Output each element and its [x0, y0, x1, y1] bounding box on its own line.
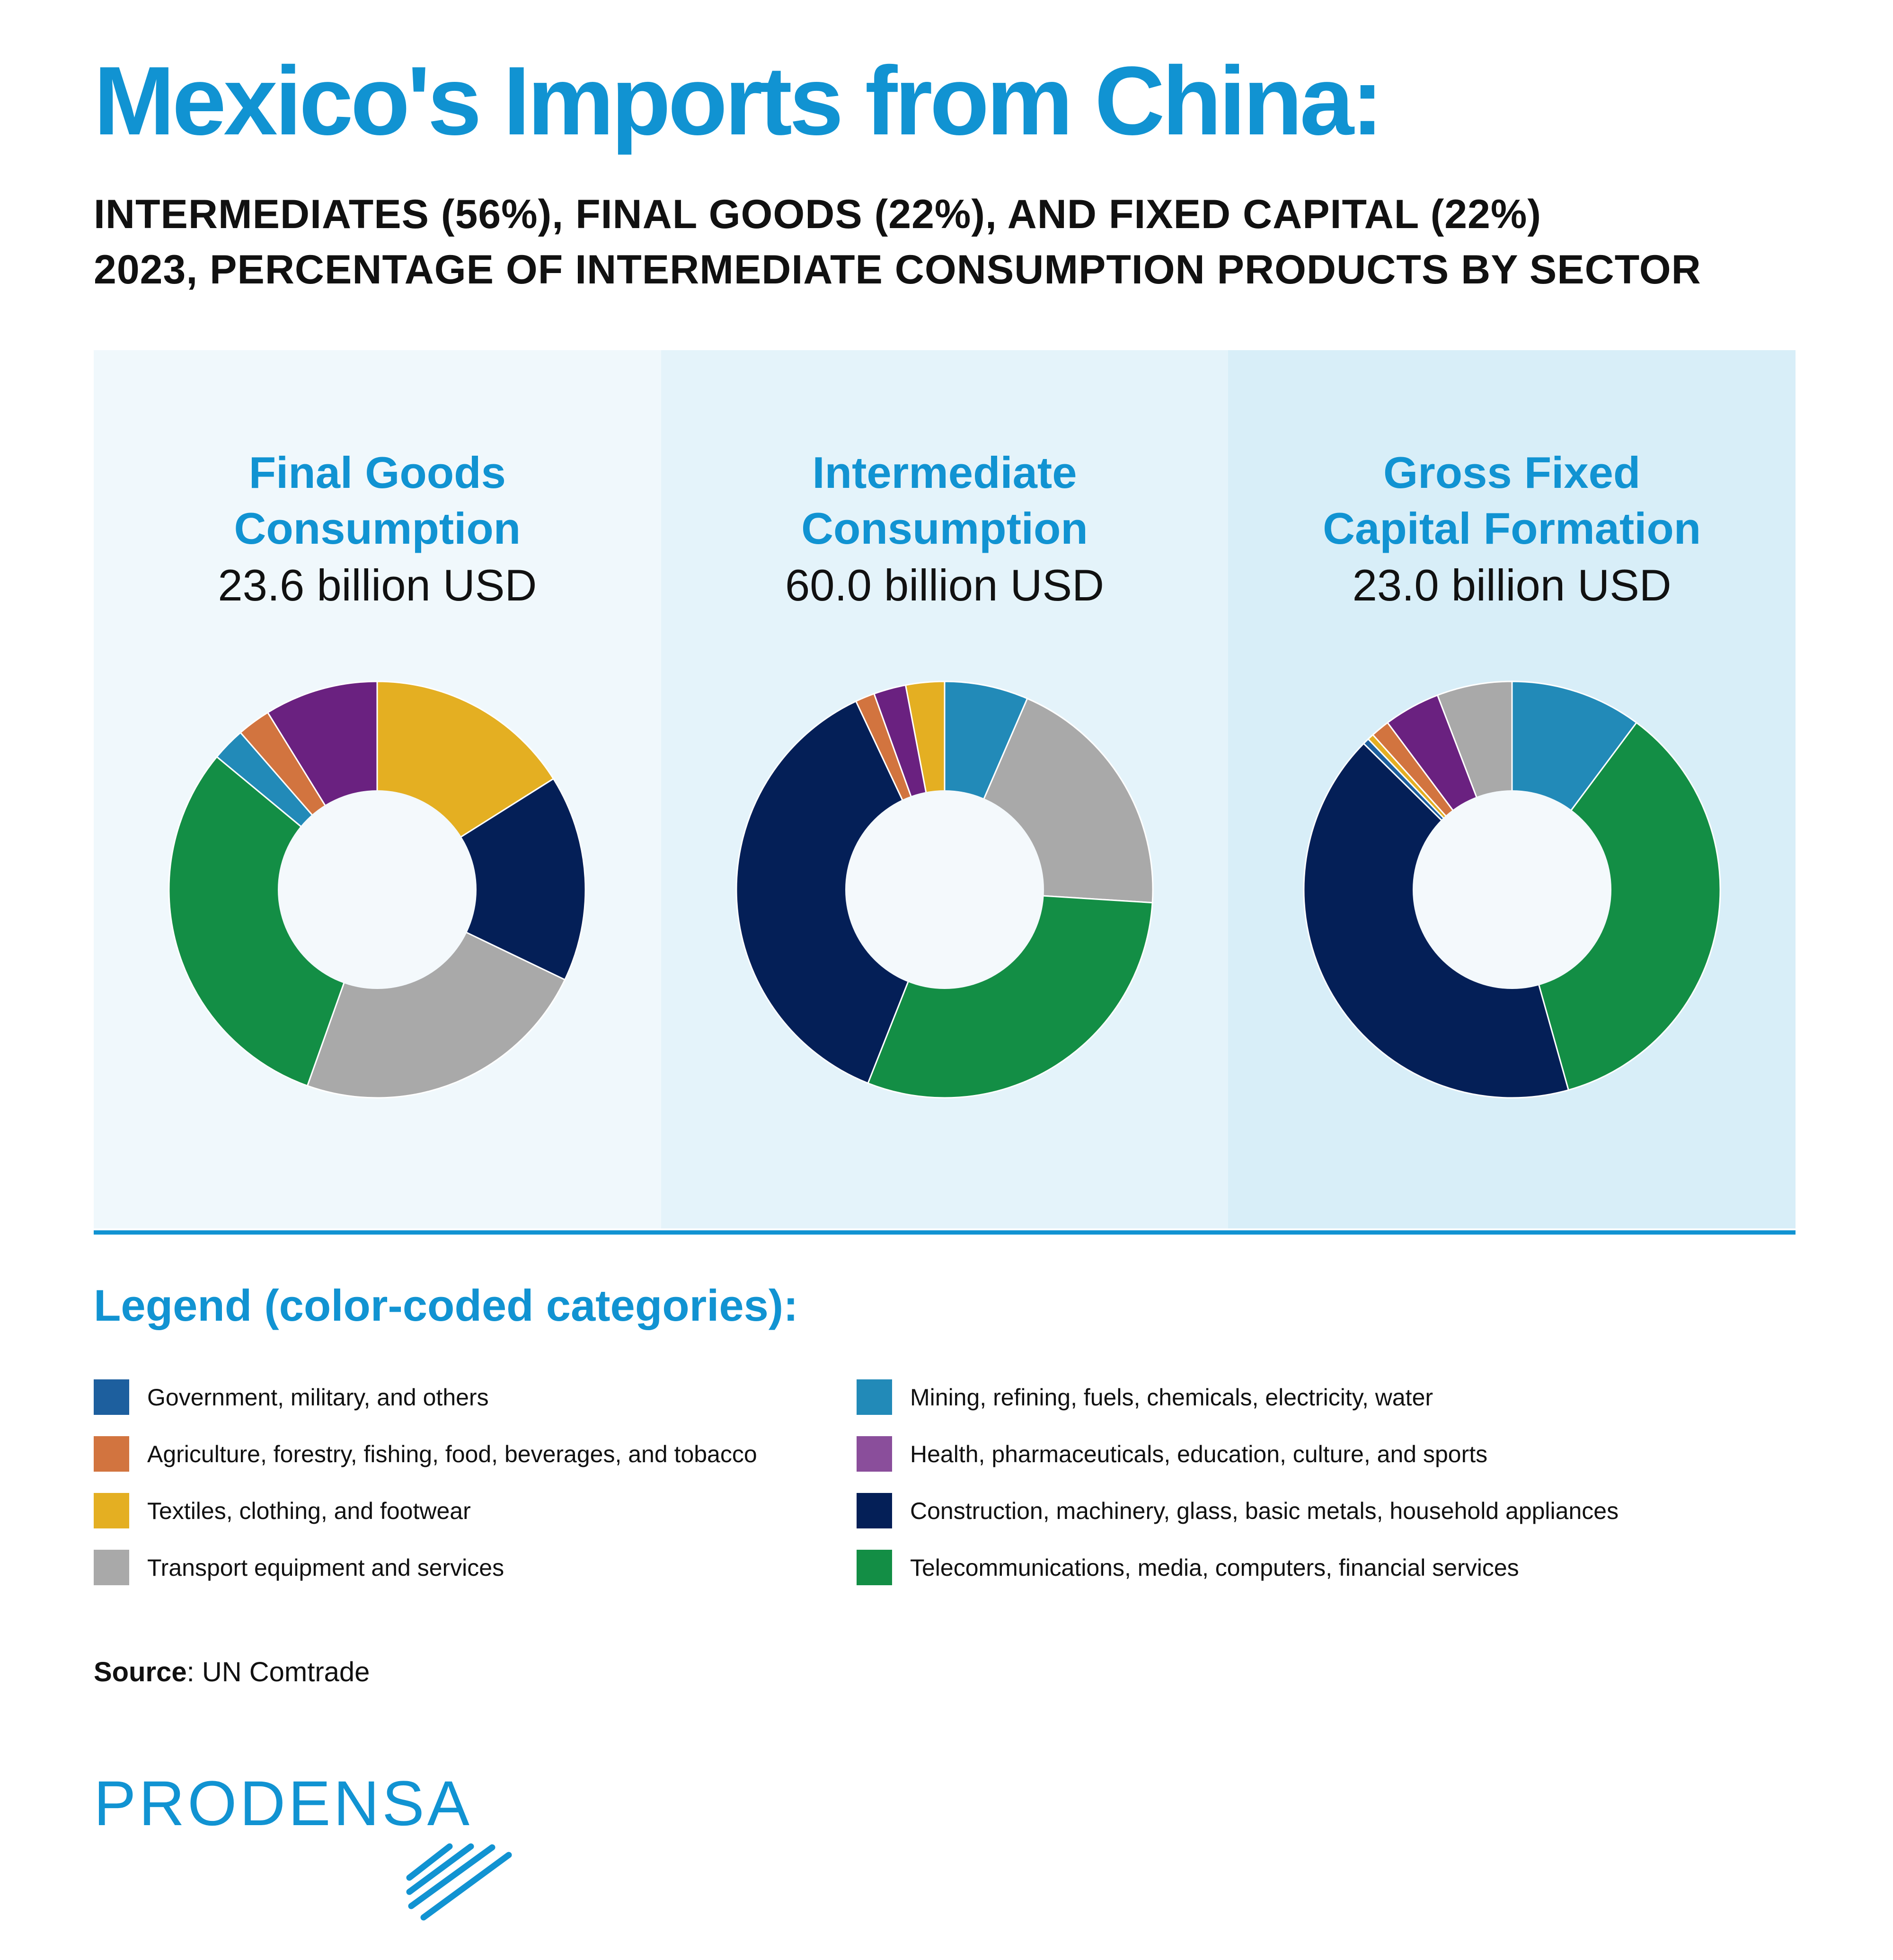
legend-swatch [94, 1436, 129, 1472]
prodensa-logo: PRODENSA [94, 1768, 473, 1839]
legend-swatch [94, 1379, 129, 1415]
legend-item: Mining, refining, fuels, chemicals, elec… [857, 1379, 1619, 1415]
page-title: Mexico's Imports from China: [94, 46, 1384, 155]
donut-slice-telecom [1511, 722, 1721, 1091]
legend-label: Transport equipment and services [147, 1554, 504, 1581]
page-subtitle: INTERMEDIATES (56%), FINAL GOODS (22%), … [94, 187, 1701, 298]
legend-swatch [857, 1436, 892, 1472]
donut-chart-intermediate [735, 680, 1154, 1099]
source-text: : UN Comtrade [186, 1657, 370, 1687]
panel-title: Intermediate Consumption [801, 448, 1088, 553]
panel-title: Gross Fixed Capital Formation [1323, 448, 1701, 553]
panel-total: 23.6 billion USD [218, 560, 537, 610]
panel-final-goods: Final Goods Consumption 23.6 billion USD [94, 350, 661, 1228]
legend-item: Transport equipment and services [94, 1550, 757, 1585]
source-label: Source [94, 1657, 187, 1687]
legend-label: Health, pharmaceuticals, education, cult… [910, 1440, 1488, 1467]
divider-rule [94, 1230, 1796, 1235]
legend-item: Government, military, and others [94, 1379, 757, 1415]
legend-column-right: Mining, refining, fuels, chemicals, elec… [857, 1379, 1619, 1607]
panel-intermediate: Intermediate Consumption 60.0 billion US… [661, 350, 1229, 1228]
donut-hole [1412, 790, 1611, 989]
logo-stripes-icon [406, 1843, 512, 1921]
panel-total: 60.0 billion USD [785, 560, 1105, 610]
legend-swatch [857, 1379, 892, 1415]
legend-label: Mining, refining, fuels, chemicals, elec… [910, 1384, 1433, 1411]
donut-slice-construction [735, 700, 946, 1085]
legend-column-left: Government, military, and others Agricul… [94, 1379, 757, 1607]
donut-hole [278, 790, 477, 989]
panel-header: Intermediate Consumption 60.0 billion US… [661, 445, 1229, 613]
panel-title: Final Goods Consumption [234, 448, 521, 553]
legend-swatch [94, 1493, 129, 1528]
legend-label: Construction, machinery, glass, basic me… [910, 1497, 1619, 1524]
donut-chart-fixed-capital [1303, 680, 1721, 1099]
subtitle-line-1: INTERMEDIATES (56%), FINAL GOODS (22%), … [94, 192, 1541, 237]
subtitle-line-2: 2023, PERCENTAGE OF INTERMEDIATE CONSUMP… [94, 247, 1701, 292]
legend-title: Legend (color-coded categories): [94, 1280, 798, 1330]
legend-swatch [857, 1493, 892, 1528]
donut-slice-telecom [168, 756, 379, 1087]
legend-item: Health, pharmaceuticals, education, cult… [857, 1436, 1619, 1472]
chart-panels: Final Goods Consumption 23.6 billion USD… [94, 350, 1796, 1228]
legend-item: Construction, machinery, glass, basic me… [857, 1493, 1619, 1528]
donut-slice-construction [376, 777, 586, 981]
panel-header: Final Goods Consumption 23.6 billion USD [94, 445, 661, 613]
legend-label: Textiles, clothing, and footwear [147, 1497, 471, 1524]
legend-label: Telecommunications, media, computers, fi… [910, 1554, 1519, 1581]
donut-chart-final-goods [168, 680, 586, 1099]
legend-label: Agriculture, forestry, fishing, food, be… [147, 1440, 757, 1467]
legend-swatch [857, 1550, 892, 1585]
panel-header: Gross Fixed Capital Formation 23.0 billi… [1228, 445, 1796, 613]
legend-swatch [94, 1550, 129, 1585]
donut-hole [845, 790, 1044, 989]
legend-item: Agriculture, forestry, fishing, food, be… [94, 1436, 757, 1472]
legend-label: Government, military, and others [147, 1384, 489, 1411]
source-note: Source: UN Comtrade [94, 1656, 370, 1688]
legend-item: Telecommunications, media, computers, fi… [857, 1550, 1619, 1585]
legend-item: Textiles, clothing, and footwear [94, 1493, 757, 1528]
panel-total: 23.0 billion USD [1352, 560, 1672, 610]
panel-fixed-capital: Gross Fixed Capital Formation 23.0 billi… [1228, 350, 1796, 1228]
